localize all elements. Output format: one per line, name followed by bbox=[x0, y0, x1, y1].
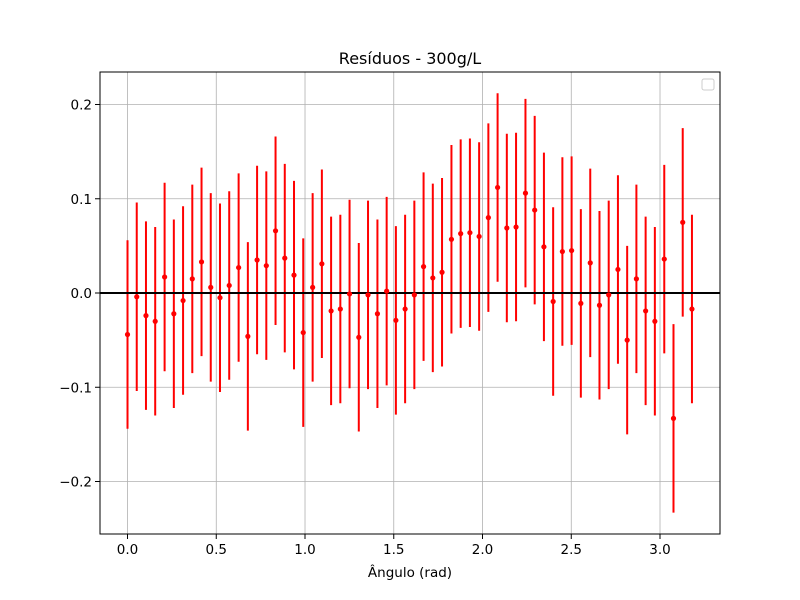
data-point bbox=[402, 306, 408, 312]
data-point bbox=[337, 306, 343, 312]
data-point bbox=[411, 292, 417, 298]
plot-frame bbox=[99, 71, 721, 535]
data-point bbox=[310, 284, 316, 290]
data-point bbox=[198, 259, 205, 265]
data-point bbox=[680, 219, 686, 225]
data-point bbox=[513, 224, 519, 230]
data-point bbox=[550, 298, 556, 305]
data-point bbox=[384, 288, 390, 294]
x-tick-label: 1.0 bbox=[294, 542, 315, 558]
data-point bbox=[522, 190, 529, 196]
data-point bbox=[236, 264, 242, 271]
y-tick-label: 0.1 bbox=[71, 192, 92, 208]
data-point bbox=[439, 269, 445, 275]
data-point bbox=[458, 231, 464, 237]
data-points bbox=[124, 184, 695, 421]
data-point bbox=[494, 184, 501, 191]
data-point bbox=[615, 266, 621, 273]
legend bbox=[701, 78, 715, 91]
data-point bbox=[393, 317, 399, 323]
x-tick-label: 2.0 bbox=[472, 542, 493, 558]
grid bbox=[100, 72, 720, 534]
y-tick-label: −0.2 bbox=[59, 475, 92, 491]
y-tick-label: 0.2 bbox=[71, 98, 92, 114]
data-point bbox=[652, 318, 658, 324]
data-point bbox=[245, 333, 251, 339]
data-point bbox=[171, 311, 177, 317]
data-point bbox=[356, 334, 362, 340]
data-point bbox=[559, 248, 565, 255]
data-point bbox=[263, 263, 269, 269]
data-point bbox=[467, 230, 473, 236]
data-point bbox=[272, 228, 279, 234]
data-point bbox=[300, 329, 306, 336]
data-point bbox=[504, 225, 510, 231]
plot-area bbox=[100, 72, 720, 534]
data-point bbox=[254, 257, 260, 263]
legend-box bbox=[701, 78, 715, 91]
data-point bbox=[430, 275, 436, 281]
data-point bbox=[420, 264, 427, 270]
x-tick-label: 3.0 bbox=[649, 542, 670, 558]
x-axis-label: Ângulo (rad) bbox=[368, 563, 452, 581]
data-point bbox=[282, 255, 288, 261]
data-point bbox=[532, 207, 538, 213]
x-tick-label: 1.5 bbox=[383, 542, 404, 558]
data-point bbox=[689, 306, 695, 312]
data-point bbox=[587, 260, 593, 266]
data-point bbox=[670, 415, 677, 421]
data-point bbox=[448, 236, 455, 242]
data-point bbox=[143, 313, 149, 319]
data-point bbox=[152, 318, 158, 324]
data-point bbox=[578, 300, 584, 306]
y-tick-label: −0.1 bbox=[59, 380, 92, 396]
data-point bbox=[596, 302, 603, 308]
data-point bbox=[485, 215, 491, 221]
x-tick-label: 2.5 bbox=[561, 542, 582, 558]
data-point bbox=[226, 282, 232, 289]
data-point bbox=[208, 284, 214, 290]
data-point bbox=[328, 308, 334, 314]
data-point bbox=[643, 308, 649, 314]
data-point bbox=[569, 247, 575, 254]
data-point bbox=[661, 256, 667, 262]
data-point bbox=[319, 261, 325, 267]
data-point bbox=[162, 274, 168, 280]
chart-title: Resíduos - 300g/L bbox=[339, 49, 481, 68]
data-point bbox=[180, 297, 186, 304]
x-tick-label: 0.5 bbox=[206, 542, 227, 558]
data-point bbox=[476, 233, 482, 240]
data-point bbox=[124, 331, 131, 338]
data-point bbox=[606, 292, 612, 298]
data-point bbox=[291, 272, 297, 278]
axis-ticks: 0.0 0.5 1.0 1.5 2.0 2.5 3.0 −0.2 −0.1 0.0 0.1 0.2 bbox=[59, 98, 671, 558]
data-point bbox=[374, 311, 381, 317]
data-point bbox=[541, 244, 547, 250]
data-point bbox=[189, 276, 195, 282]
x-tick-label: 0.0 bbox=[117, 542, 138, 558]
data-point bbox=[624, 337, 630, 343]
data-point bbox=[633, 276, 639, 282]
data-point bbox=[134, 294, 140, 300]
data-point bbox=[346, 291, 353, 297]
data-point bbox=[217, 295, 223, 301]
data-point bbox=[365, 292, 371, 298]
y-tick-label: 0.0 bbox=[71, 286, 92, 302]
